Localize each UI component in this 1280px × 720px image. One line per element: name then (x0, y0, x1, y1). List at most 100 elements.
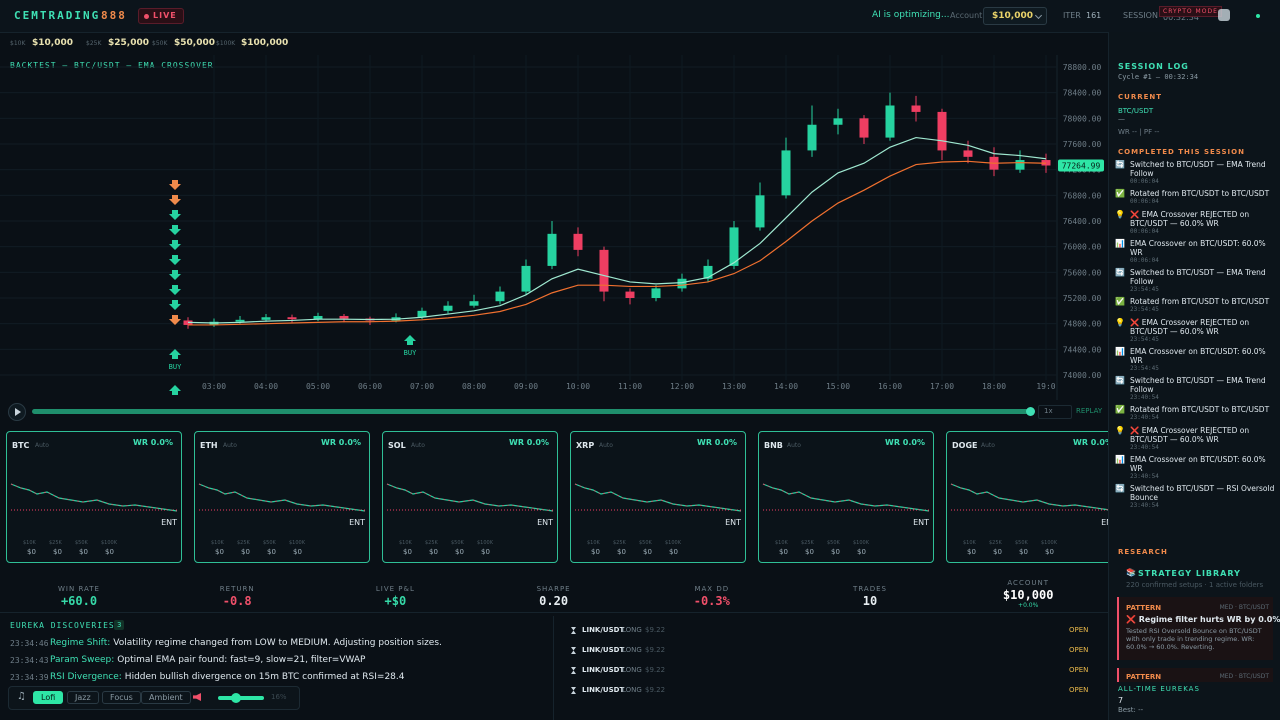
x-tick-label: 16:00 (878, 382, 902, 391)
preset-value[interactable]: $50,000 (174, 38, 215, 48)
eureka-time: 23:34:46 (10, 639, 49, 648)
sparkline (762, 483, 930, 512)
completed-label: COMPLETED THIS SESSION (1118, 148, 1245, 156)
pattern-title: ❌ Regime filter hurts WR by 0.0% (1126, 615, 1280, 624)
card-amount: $0 (591, 548, 600, 556)
card-symbol: BTC (12, 441, 30, 450)
candle (989, 147, 999, 177)
account-select[interactable]: $10,000 (983, 7, 1047, 25)
card-scale: $10K (211, 540, 224, 546)
log-time: 00:06:04 (1130, 228, 1159, 235)
stat-label: SHARPE (536, 585, 571, 593)
log-entry: 🔄 Switched to BTC/USDT — EMA Trend Follow… (1115, 376, 1275, 401)
log-entry: 📊 EMA Crossover on BTC/USDT: 60.0% WR 23:4… (1115, 455, 1275, 480)
card-ent: ENT (725, 518, 741, 527)
log-time: 23:54:45 (1130, 365, 1159, 372)
stat: WIN RATE +60.0 (19, 585, 139, 608)
preset-value[interactable]: $25,000 (108, 38, 149, 48)
log-icon: 🔄 (1115, 376, 1125, 385)
x-tick-label: 08:00 (462, 382, 486, 391)
music-mode[interactable]: Jazz (67, 691, 99, 704)
eurekas-count: 7 (1118, 696, 1124, 705)
candle-body (261, 317, 271, 320)
card-ent: ENT (913, 518, 929, 527)
candle-body (235, 319, 245, 322)
candle (937, 108, 947, 161)
y-tick-label: 78800.00 (1063, 63, 1102, 72)
log-icon: 📊 (1115, 347, 1125, 356)
play-icon (15, 408, 21, 416)
log-text: Rotated from BTC/USDT to BTC/USDT (1130, 405, 1270, 414)
asset-card[interactable]: XRP Auto WR 0.0% ENT $10K $0 $25K $0 $50K $0 $100K… (570, 431, 746, 563)
card-ent: ENT (161, 518, 177, 527)
card-amount: $0 (669, 548, 678, 556)
asset-card[interactable]: SOL Auto WR 0.0% ENT $10K $0 $25K $0 $50K $0 $100K… (382, 431, 558, 563)
eureka-tag: Param Sweep: (50, 655, 115, 665)
card-symbol: BNB (764, 441, 783, 450)
candle-body (339, 315, 349, 319)
pattern-kind: PATTERN (1126, 673, 1162, 681)
card-symbol: ETH (200, 441, 218, 450)
asset-card[interactable]: BNB Auto WR 0.0% ENT $10K $0 $25K $0 $50K $0 $100K… (758, 431, 934, 563)
header: CEMTRADING 888 LIVE AI is optimizing... Acco… (0, 0, 1280, 33)
library-icon: 📚 (1126, 568, 1136, 577)
replay-knob[interactable] (1026, 407, 1035, 416)
preset-short: $25K (86, 40, 102, 47)
x-tick-label: 18:00 (982, 382, 1006, 391)
card-sparkline (762, 483, 930, 512)
music-icon: ♫ (17, 691, 26, 702)
music-mode[interactable]: Lofi (33, 691, 64, 704)
eureka-count: 3 (114, 620, 125, 630)
volume-track (218, 696, 264, 700)
x-tick-label: 12:00 (670, 382, 694, 391)
session-log-panel: SESSION LOG Cycle #1 — 00:32:34 CURRENT BTC… (1108, 32, 1280, 720)
stat: SHARPE 0.20 (494, 585, 614, 608)
play-button[interactable] (8, 403, 26, 421)
card-sparkline (950, 483, 1118, 512)
asset-card[interactable]: BTC Auto WR 0.0% ENT $10K $0 $25K $0 $50K $0 $100K… (6, 431, 182, 563)
log-text: Switched to BTC/USDT — RSI Oversold Boun… (1130, 484, 1275, 502)
log-entry: 💡 ❌ EMA Crossover REJECTED on BTC/USDT — … (1115, 210, 1275, 235)
log-entry: ✅ Rotated from BTC/USDT to BTC/USDT 23:54:… (1115, 297, 1275, 314)
brand-suffix: 888 (101, 9, 127, 22)
preset-value[interactable]: $100,000 (241, 38, 289, 48)
x-tick-label: 10:00 (566, 382, 590, 391)
candle-body (755, 195, 765, 228)
stat-label: TRADES (853, 585, 887, 593)
signal-arrow (169, 240, 181, 250)
volume-knob[interactable] (231, 693, 241, 703)
card-scale: $25K (989, 540, 1002, 546)
buy-label: BUY (404, 349, 417, 357)
speed-select[interactable]: 1x (1038, 405, 1072, 419)
eureka-text: Optimal EMA pair found: fast=9, slow=21,… (117, 655, 366, 665)
mute-icon[interactable] (193, 693, 201, 701)
card-amount: $0 (779, 548, 788, 556)
preset-value[interactable]: $10,000 (32, 38, 73, 48)
log-title: SESSION LOG (1118, 62, 1189, 71)
sparkline (198, 483, 366, 512)
card-sparkline (574, 483, 742, 512)
card-amount: $0 (1019, 548, 1028, 556)
signal-arrow (169, 285, 181, 295)
panel-divider (0, 612, 1108, 613)
music-mode[interactable]: Focus (102, 691, 141, 704)
stat: TRADES 10 (810, 585, 930, 608)
asset-card[interactable]: ETH Auto WR 0.0% ENT $10K $0 $25K $0 $50K $0 $100K… (194, 431, 370, 563)
log-text: Switched to BTC/USDT — EMA Trend Follow (1130, 160, 1266, 178)
stat-value: +60.0 (60, 594, 98, 608)
stat: LIVE P&L +$0 (335, 585, 455, 608)
candle-body (417, 310, 427, 318)
position-side: LONG (622, 626, 642, 634)
candle-body (495, 291, 505, 302)
hourglass-icon (571, 667, 576, 674)
card-scale: $10K (23, 540, 36, 546)
card-amount: $0 (215, 548, 224, 556)
music-mode[interactable]: Ambient (141, 691, 191, 704)
signal-arrow (169, 180, 181, 190)
eureka-row: RSI Divergence: Hidden bullish divergence… (50, 672, 404, 682)
pattern-card[interactable]: PATTERN MED · BTC/USDT ❌ Regime filter hur… (1117, 597, 1280, 660)
price-chart: 74000.00 74400.00 74800.00 75200.00 75600.00… (0, 55, 1104, 400)
candle (781, 137, 791, 199)
settings-icon[interactable] (1218, 9, 1230, 21)
